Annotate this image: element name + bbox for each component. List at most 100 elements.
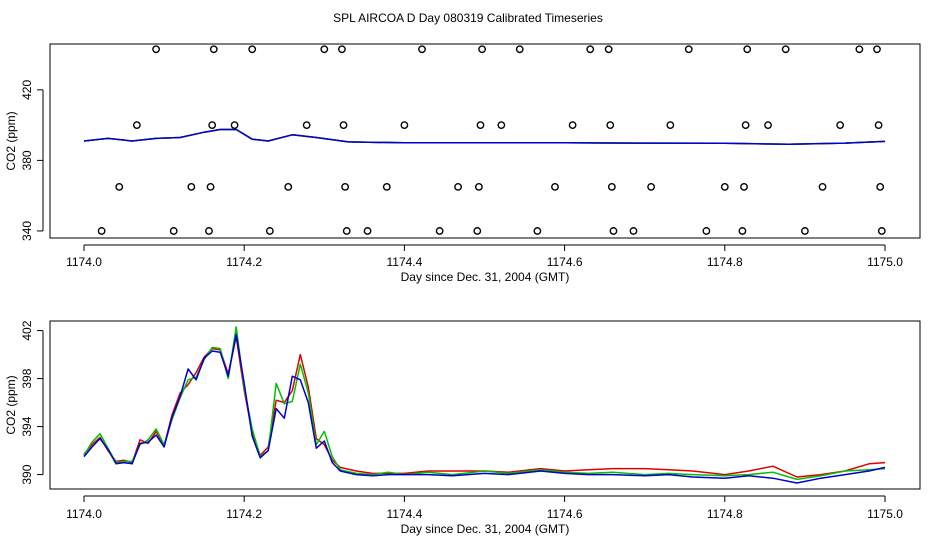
x-tick-label: 1174.4 — [386, 255, 422, 269]
calibration-point — [629, 227, 638, 235]
figure-title: SPL AIRCOA D Day 080319 Calibrated Times… — [333, 11, 603, 25]
x-tick-label: 1174.6 — [547, 255, 583, 269]
calibration-point — [873, 45, 881, 54]
calibration-point — [209, 45, 218, 54]
calibration-point — [265, 227, 274, 235]
calibration-point — [702, 227, 711, 235]
calibration-point — [435, 227, 444, 235]
calibration-point — [607, 182, 616, 191]
calibration-point — [515, 45, 524, 54]
calibration-point — [647, 182, 656, 191]
top-y-axis-label: CO2 (ppm) — [4, 111, 18, 170]
top-panel: 1174.0 1174.2 1174.4 1174.6 1174.8 1175.0 340… — [4, 43, 921, 284]
series-line — [83, 335, 886, 478]
x-tick-label: 1174.0 — [66, 507, 102, 521]
calibration-point — [341, 182, 350, 191]
calibration-point — [609, 227, 618, 235]
top-plot-frame — [49, 43, 921, 239]
x-tick-label: 1174.8 — [707, 255, 743, 269]
bottom-y-axis-label: CO2 (ppm) — [4, 375, 18, 434]
calibration-point — [476, 121, 485, 130]
bottom-x-axis: 1174.0 1174.2 1174.4 1174.6 1174.8 1175.0 — [66, 495, 903, 521]
series-line — [83, 326, 886, 481]
calibration-point — [874, 121, 883, 130]
y-tick-label: 380 — [20, 150, 34, 170]
calibration-point — [474, 182, 483, 191]
calibration-point — [205, 227, 213, 235]
calibration-point — [339, 121, 348, 130]
calibration-point — [208, 121, 217, 130]
calibration-point — [320, 45, 329, 54]
calibration-point — [741, 121, 750, 130]
series-line — [83, 128, 886, 145]
top-y-axis: 340 380 420 — [20, 80, 44, 241]
x-tick-label: 1174.4 — [386, 507, 422, 521]
calibration-point — [551, 182, 559, 191]
y-tick-label: 398 — [20, 368, 34, 388]
calibration-point — [454, 182, 462, 191]
calibration-point — [342, 227, 351, 235]
top-x-axis: 1174.0 1174.2 1174.4 1174.6 1174.8 1175.0 — [66, 244, 903, 269]
calibration-point — [855, 45, 864, 54]
x-tick-label: 1174.2 — [226, 255, 262, 269]
top-x-axis-label: Day since Dec. 31, 2004 (GMT) — [401, 270, 570, 284]
calibration-point — [363, 227, 372, 235]
calibration-point — [473, 227, 482, 235]
calibration-point — [284, 182, 293, 191]
calibration-point — [338, 45, 346, 54]
calibration-point — [302, 121, 311, 130]
calibration-point — [720, 182, 729, 191]
calibration-point — [801, 227, 809, 235]
calibration-point — [169, 227, 178, 235]
top-calibration-points — [97, 45, 886, 235]
bottom-y-axis: 390 394 398 402 — [20, 320, 44, 485]
calibration-point — [836, 121, 845, 130]
x-tick-label: 1174.0 — [66, 255, 102, 269]
calibration-point — [132, 121, 141, 130]
x-tick-label: 1175.0 — [867, 507, 903, 521]
calibration-point — [248, 45, 257, 54]
calibration-point — [876, 182, 885, 191]
y-tick-label: 340 — [20, 221, 34, 241]
top-series-group — [83, 128, 886, 145]
calibration-point — [152, 45, 160, 54]
calibration-point — [97, 227, 106, 235]
calibration-point — [230, 121, 239, 130]
calibration-point — [586, 45, 595, 54]
x-tick-label: 1174.2 — [226, 507, 262, 521]
y-tick-label: 402 — [20, 320, 34, 340]
x-tick-label: 1175.0 — [867, 255, 903, 269]
calibration-point — [743, 45, 752, 54]
calibration-point — [781, 45, 790, 54]
calibration-point — [400, 121, 409, 130]
x-tick-label: 1174.6 — [547, 507, 583, 521]
calibration-point — [497, 121, 506, 130]
calibration-point — [533, 227, 542, 235]
series-line — [83, 333, 886, 484]
bottom-x-axis-label: Day since Dec. 31, 2004 (GMT) — [401, 522, 570, 536]
calibration-point — [606, 121, 615, 130]
bottom-series-group — [83, 326, 886, 484]
calibration-point — [478, 45, 486, 54]
bottom-panel: 1174.0 1174.2 1174.4 1174.6 1174.8 1175.0 390… — [4, 320, 921, 536]
calibration-point — [187, 182, 196, 191]
calibration-point — [604, 45, 613, 54]
calibration-point — [764, 121, 772, 130]
x-tick-label: 1174.8 — [707, 507, 743, 521]
calibration-point — [666, 121, 675, 130]
y-tick-label: 394 — [20, 416, 34, 436]
calibration-point — [684, 45, 693, 54]
y-tick-label: 390 — [20, 464, 34, 484]
calibration-point — [740, 182, 748, 191]
calibration-point — [877, 227, 886, 235]
y-tick-label: 420 — [20, 80, 34, 100]
calibration-point — [382, 182, 391, 191]
calibration-point — [738, 227, 747, 235]
calibration-point — [115, 182, 124, 191]
calibration-point — [568, 121, 577, 130]
calibration-point — [206, 182, 215, 191]
calibration-point — [418, 45, 426, 54]
calibration-point — [818, 182, 827, 191]
bottom-plot-frame — [49, 320, 921, 490]
